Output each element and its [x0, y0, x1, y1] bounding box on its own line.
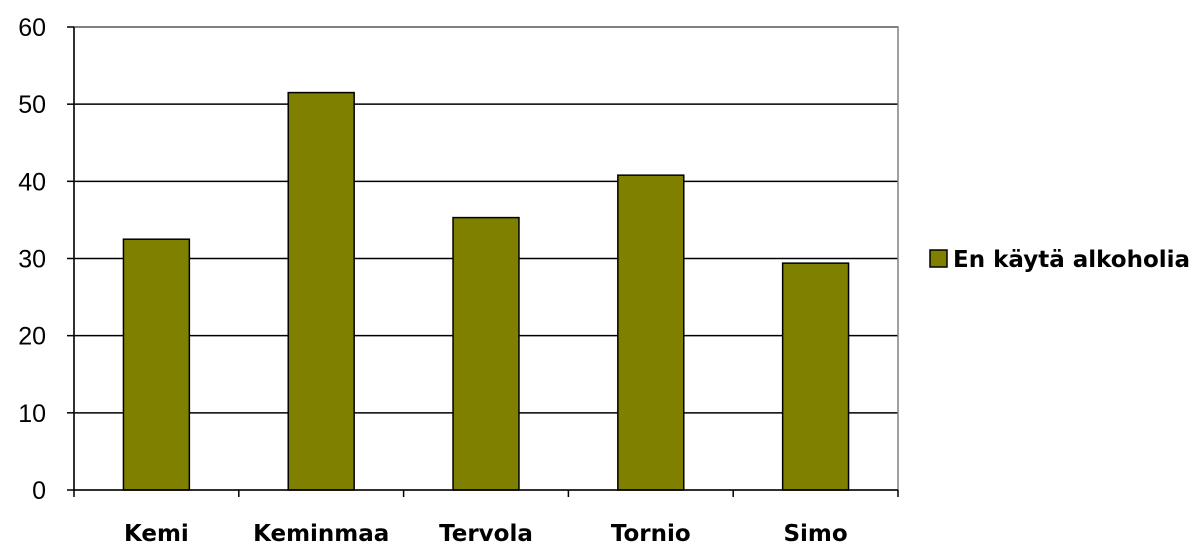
legend-label: En käytä alkoholia: [953, 247, 1190, 273]
y-tick-label: 10: [18, 400, 46, 428]
x-axis-category-labels: Kemi Keminmaa Tervola Tornio Simo: [124, 521, 848, 547]
x-category-label: Tervola: [439, 521, 533, 547]
legend: En käytä alkoholia: [929, 247, 1190, 273]
legend-swatch: [929, 249, 948, 268]
x-category-label: Kemi: [124, 521, 189, 547]
x-category-label: Tornio: [611, 521, 691, 547]
y-tick-label: 60: [18, 14, 46, 42]
y-axis-tick-labels: 0 10 20 30 40 50 60: [18, 14, 46, 505]
bar-simo: [781, 262, 850, 491]
y-tick-label: 20: [18, 323, 46, 351]
y-tick-label: 30: [18, 246, 46, 274]
y-tick-label: 0: [32, 477, 46, 505]
x-category-label: Keminmaa: [253, 521, 389, 547]
x-category-label: Simo: [783, 521, 847, 547]
bar-tornio: [617, 174, 685, 491]
bars: [122, 91, 850, 491]
axes: [67, 26, 899, 497]
y-tick-label: 50: [18, 91, 46, 119]
bar-tervola: [452, 216, 520, 491]
y-tick-label: 40: [18, 168, 46, 196]
bar-keminmaa: [287, 91, 355, 491]
bar-kemi: [122, 238, 191, 491]
